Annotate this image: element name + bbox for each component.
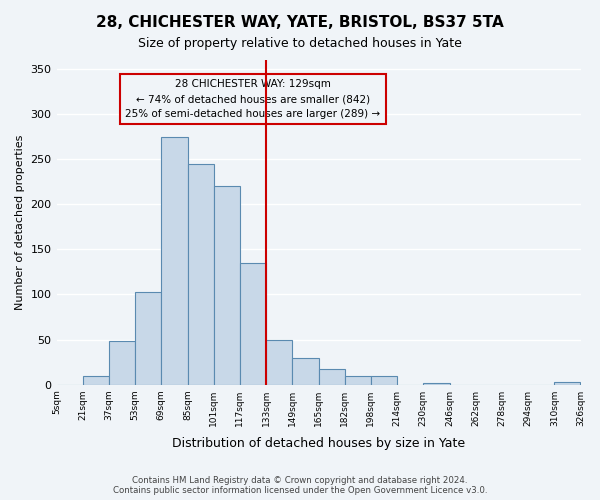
Bar <box>424 383 449 384</box>
Text: Contains HM Land Registry data © Crown copyright and database right 2024.
Contai: Contains HM Land Registry data © Crown c… <box>113 476 487 495</box>
Bar <box>109 342 135 384</box>
Bar <box>266 340 292 384</box>
Text: Size of property relative to detached houses in Yate: Size of property relative to detached ho… <box>138 38 462 51</box>
Bar <box>188 164 214 384</box>
Bar <box>345 376 371 384</box>
Bar <box>83 376 109 384</box>
Text: 28 CHICHESTER WAY: 129sqm
← 74% of detached houses are smaller (842)
25% of semi: 28 CHICHESTER WAY: 129sqm ← 74% of detac… <box>125 80 380 119</box>
Bar <box>214 186 240 384</box>
Bar <box>240 263 266 384</box>
X-axis label: Distribution of detached houses by size in Yate: Distribution of detached houses by size … <box>172 437 465 450</box>
Y-axis label: Number of detached properties: Number of detached properties <box>15 134 25 310</box>
Text: 28, CHICHESTER WAY, YATE, BRISTOL, BS37 5TA: 28, CHICHESTER WAY, YATE, BRISTOL, BS37 … <box>96 15 504 30</box>
Bar <box>292 358 319 384</box>
Bar <box>554 382 580 384</box>
Bar <box>161 136 188 384</box>
Bar <box>135 292 161 384</box>
Bar <box>371 376 397 384</box>
Bar <box>319 370 345 384</box>
